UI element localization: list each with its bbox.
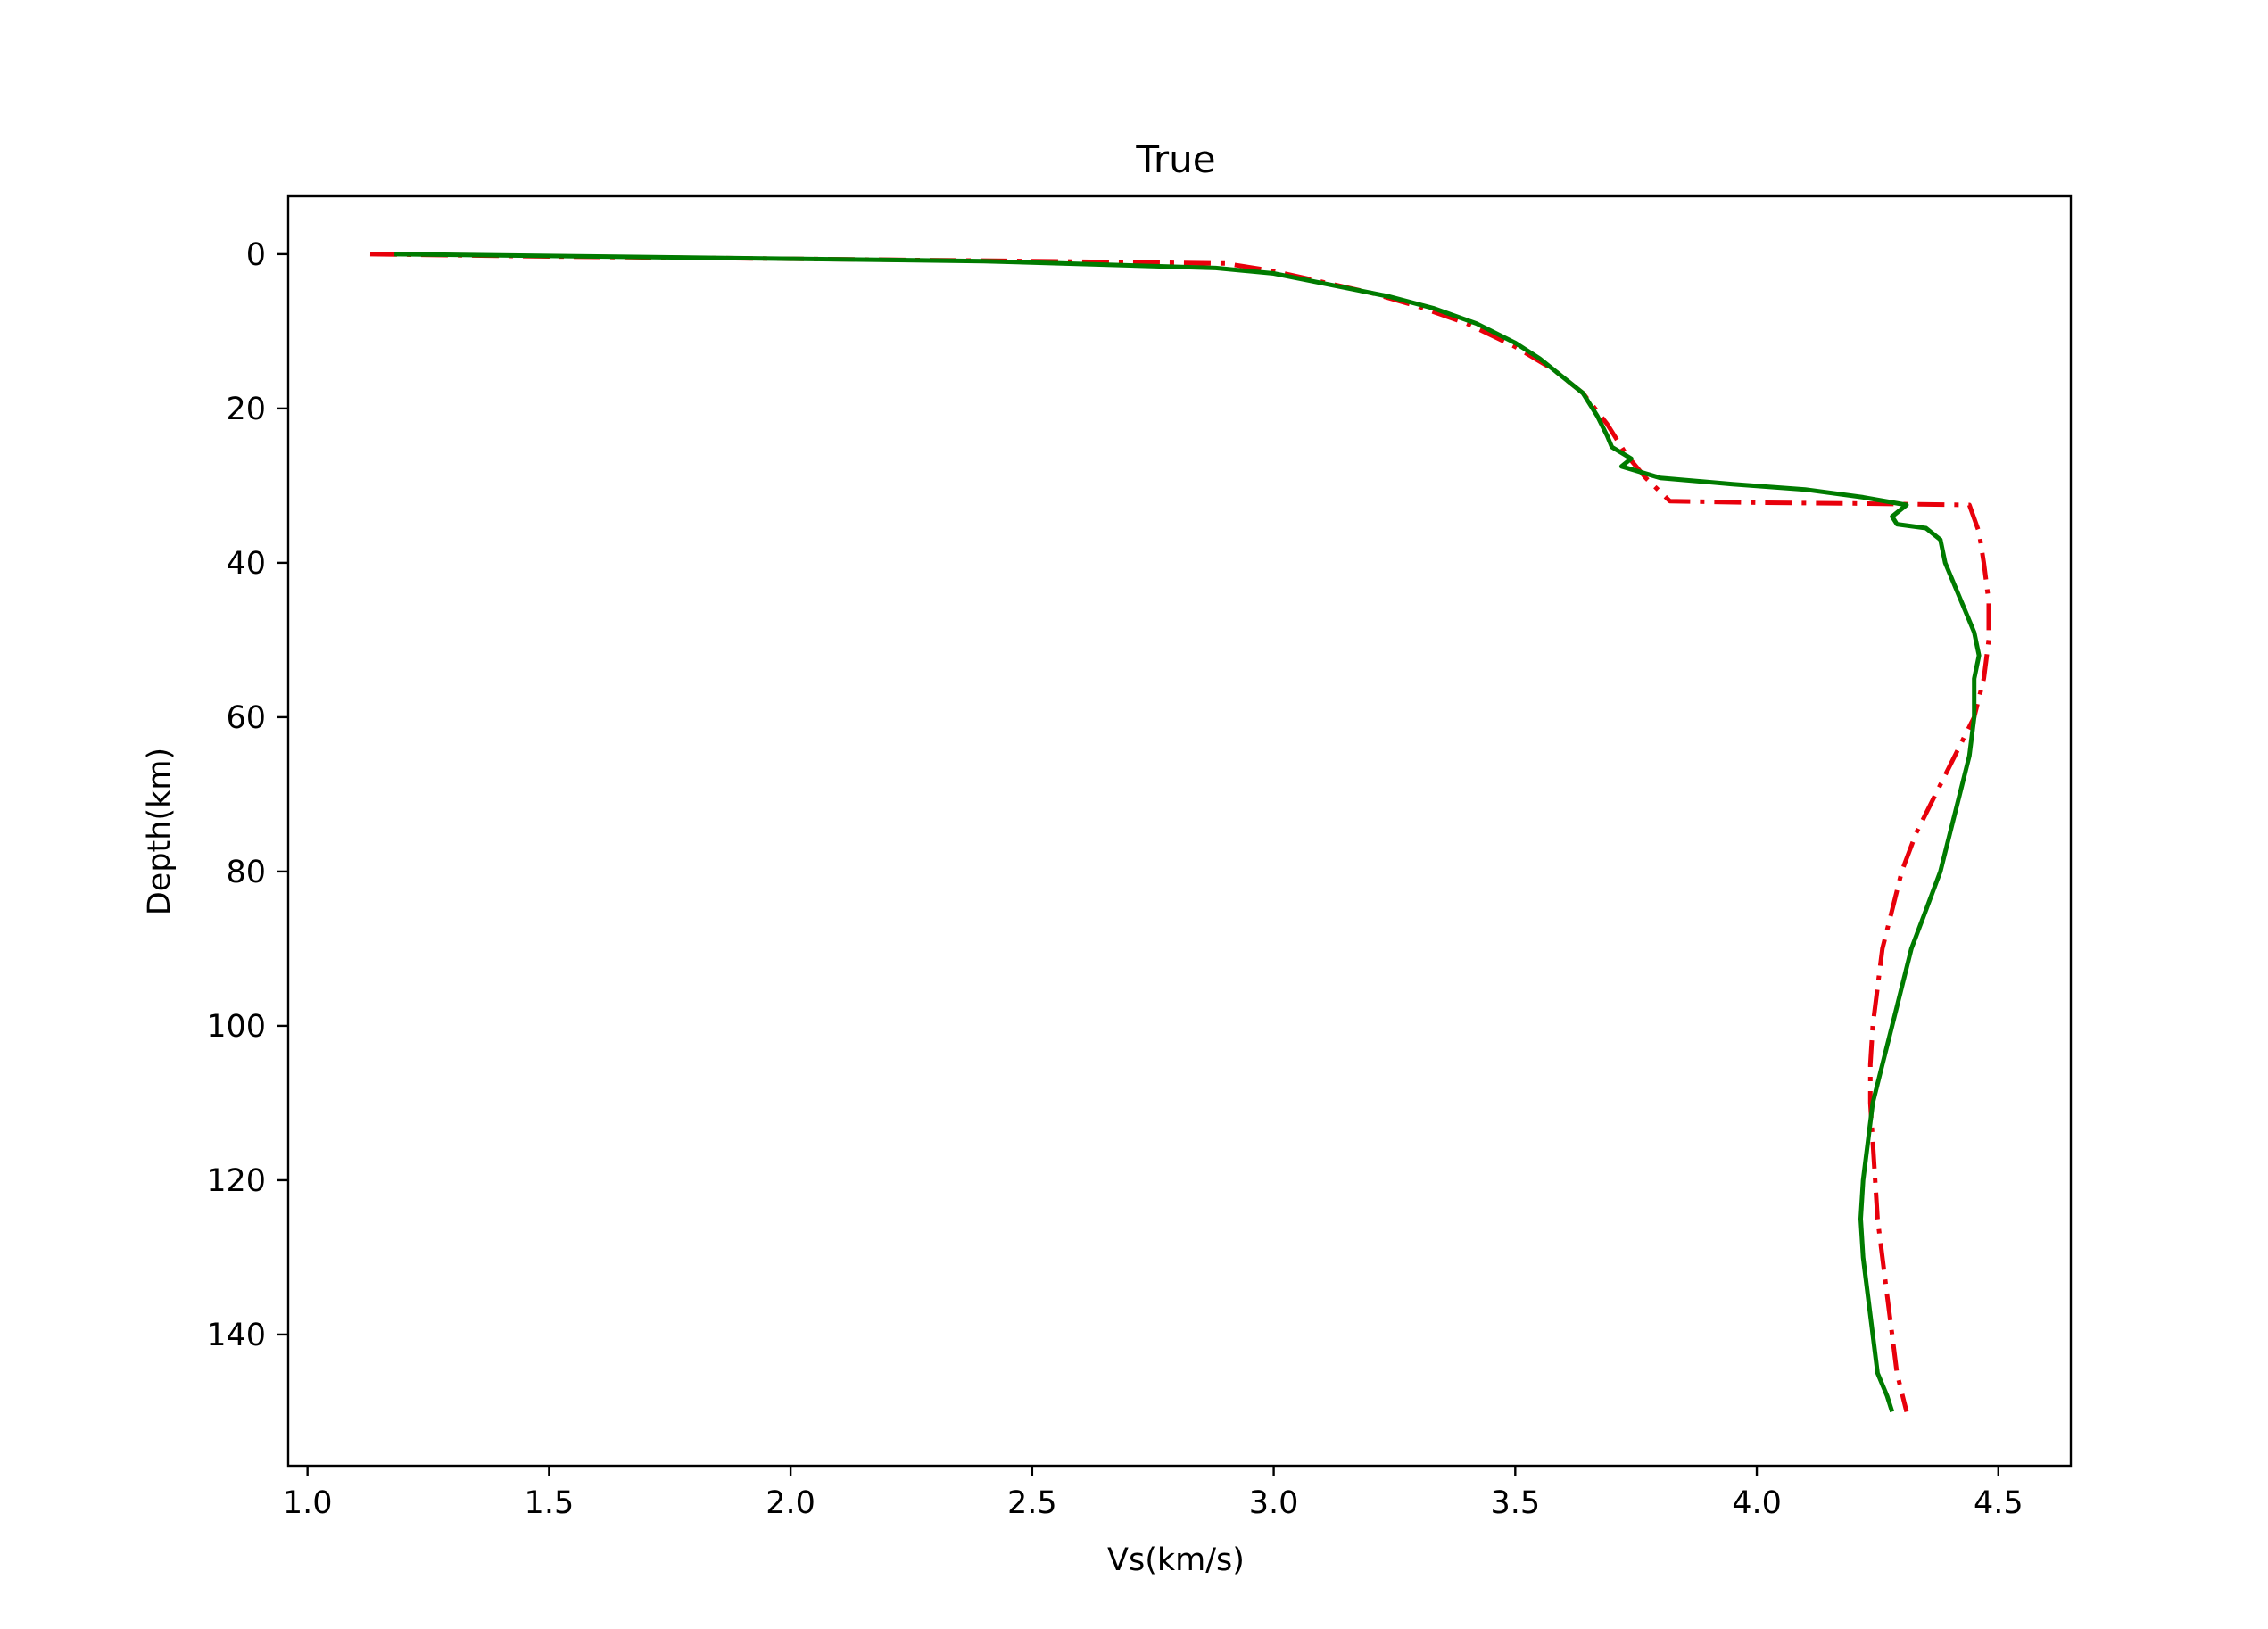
x-axis: 1.0 1.5 2.0 2.5 3.0 3.5 4.0 4.5: [283, 1466, 2024, 1521]
y-tick-label: 20: [226, 392, 266, 427]
y-tick-label: 60: [226, 700, 266, 736]
x-tick-label: 4.5: [1974, 1485, 2024, 1521]
x-tick-label: 1.5: [525, 1485, 575, 1521]
x-tick-label: 2.0: [766, 1485, 815, 1521]
y-tick-label: 120: [206, 1163, 266, 1199]
x-tick-label: 3.0: [1249, 1485, 1299, 1521]
y-tick-label: 140: [206, 1318, 266, 1353]
plot-frame: [286, 194, 2073, 1468]
solid-series-line: [394, 252, 1982, 1413]
y-tick-label: 80: [226, 855, 266, 890]
x-axis-label: Vs(km/s): [1107, 1542, 1245, 1578]
chart-title: True: [1135, 137, 1215, 181]
x-tick-label: 4.0: [1732, 1485, 1782, 1521]
x-tick-label: 2.5: [1007, 1485, 1057, 1521]
y-axis: 0 20 40 60 80 100 120 140: [206, 237, 288, 1353]
series-layer: [369, 252, 1991, 1413]
x-tick-label: 3.5: [1490, 1485, 1540, 1521]
y-axis-label: Depth(km): [142, 748, 178, 915]
y-tick-label: 40: [226, 546, 266, 582]
y-tick-label: 0: [246, 237, 266, 273]
y-tick-label: 100: [206, 1009, 266, 1045]
x-tick-label: 1.0: [283, 1485, 333, 1521]
